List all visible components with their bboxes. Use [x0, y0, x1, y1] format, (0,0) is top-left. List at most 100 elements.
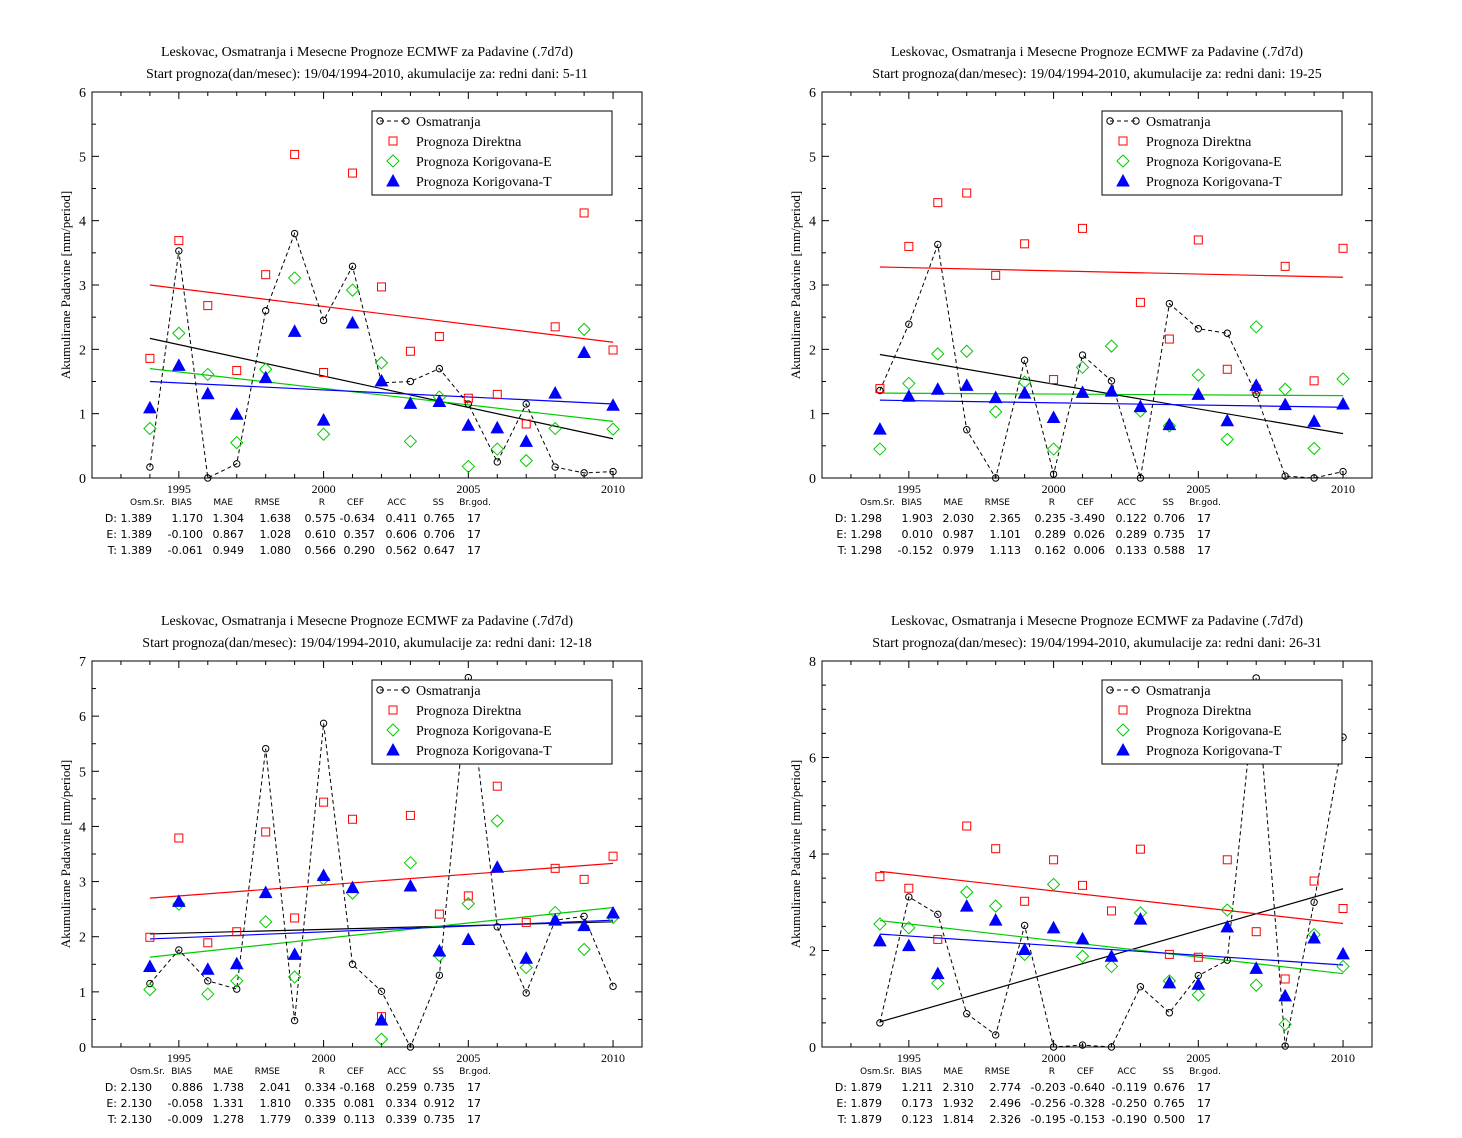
- point-corrE-2007: [1249, 978, 1263, 992]
- chart-title: Leskovac, Osmatranja i Mesecne Prognoze …: [891, 45, 1303, 60]
- stat-value: 1.278: [213, 1113, 245, 1126]
- point-corrT-2001: [1075, 931, 1090, 945]
- point-direct-2000: [319, 367, 329, 377]
- point-obs-1994: [876, 1019, 884, 1027]
- stat-value: 1.810: [260, 1097, 292, 1110]
- stat-value: -0.061: [168, 544, 203, 557]
- point-direct-2010: [1338, 904, 1348, 914]
- stat-value: 2.130: [121, 1113, 153, 1126]
- point-direct-1994: [145, 932, 155, 942]
- legend-marker: [1118, 705, 1128, 715]
- point-corrE-1998: [988, 405, 1003, 419]
- stat-value: -0.009: [168, 1113, 203, 1126]
- point-corrT-2004: [1162, 975, 1177, 989]
- point-obs-2006: [493, 923, 501, 931]
- point-direct-1996: [933, 934, 943, 944]
- stat-header: MAE: [213, 1067, 233, 1077]
- chart-subtitle: Start prognoza(dan/mesec): 19/04/1994-20…: [872, 67, 1321, 82]
- legend-marker: [1116, 154, 1130, 168]
- point-direct-1999: [290, 149, 300, 159]
- point-corrT-1997: [229, 407, 244, 420]
- point-corrT-1996: [200, 962, 215, 975]
- point-corrT-1999: [1017, 386, 1032, 399]
- point-corrT-1995: [901, 938, 916, 952]
- point-obs-1995: [905, 893, 913, 901]
- point-obs-2008: [551, 463, 559, 471]
- legend-label: Prognoza Korigovana-T: [416, 744, 552, 759]
- point-corrE-2010: [1336, 372, 1350, 386]
- point-corrT-2006: [490, 860, 505, 873]
- stat-value: 1.298: [851, 512, 883, 525]
- stat-value: -0.190: [1112, 1113, 1147, 1126]
- x-tick-label: 1995: [897, 1051, 921, 1065]
- stat-header: Br.god.: [1189, 1067, 1221, 1077]
- point-corrE-1997: [960, 344, 974, 358]
- point-corrT-2009: [1307, 930, 1321, 944]
- chart-title: Leskovac, Osmatranja i Mesecne Prognoze …: [161, 45, 573, 60]
- point-direct-2004: [1164, 949, 1174, 959]
- stat-value: 0.339: [386, 1113, 418, 1126]
- point-obs-2006: [1223, 956, 1231, 964]
- point-corrE-2009: [1307, 441, 1321, 456]
- y-tick-label: 5: [79, 765, 86, 780]
- legend-marker: [1116, 723, 1130, 737]
- point-direct-1995: [174, 236, 184, 246]
- stat-value: 0.912: [424, 1097, 456, 1110]
- point-direct-2000: [1049, 375, 1059, 385]
- point-obs-1994: [876, 386, 884, 395]
- stat-value: 1.170: [172, 512, 204, 525]
- stat-value: 0.735: [1154, 528, 1186, 541]
- legend-label: Osmatranja: [1146, 115, 1211, 130]
- point-corrE-1996: [201, 367, 215, 382]
- stat-value: 1.389: [121, 544, 153, 557]
- legend-marker: [376, 686, 384, 694]
- stat-header: CEF: [1077, 1067, 1094, 1077]
- point-corrT-2004: [432, 944, 447, 957]
- stat-value: -0.250: [1112, 1097, 1147, 1110]
- point-direct-1997: [962, 821, 972, 831]
- point-corrT-2005: [461, 932, 476, 945]
- point-direct-1996: [933, 198, 943, 208]
- chart-subtitle: Start prognoza(dan/mesec): 19/04/1994-20…: [142, 636, 591, 651]
- point-obs-1998: [261, 307, 270, 315]
- point-corrE-2007: [519, 960, 533, 975]
- point-direct-2009: [1309, 376, 1319, 386]
- point-direct-2009: [1309, 876, 1319, 886]
- point-corrE-2001: [1075, 360, 1090, 375]
- point-corrT-2008: [1278, 397, 1293, 411]
- y-tick-label: 2: [79, 931, 86, 946]
- stat-value: 0.706: [1154, 512, 1186, 525]
- trend-line-corrE: [879, 919, 1344, 975]
- point-corrT-1998: [258, 885, 273, 899]
- point-obs-1996: [934, 240, 942, 249]
- stat-header: Br.god.: [459, 498, 491, 508]
- point-corrT-2004: [1162, 417, 1177, 431]
- stat-value: 1.298: [851, 528, 883, 541]
- legend-label: Osmatranja: [416, 684, 481, 699]
- point-obs-2007: [522, 989, 530, 997]
- point-corrE-2005: [1191, 368, 1206, 382]
- x-tick-label: 2005: [456, 482, 480, 496]
- stat-value: 0.562: [386, 544, 418, 557]
- point-direct-2001: [348, 814, 358, 824]
- point-corrE-2007: [1249, 320, 1263, 334]
- point-direct-2008: [1280, 974, 1290, 984]
- stat-value: 0.588: [1154, 544, 1186, 557]
- point-corrT-2008: [1278, 988, 1293, 1002]
- y-tick-label: 2: [79, 343, 86, 358]
- point-direct-2003: [405, 346, 415, 356]
- stat-value: 0.162: [1035, 544, 1067, 557]
- point-direct-1996: [203, 301, 213, 311]
- stat-value: 0.886: [172, 1081, 204, 1094]
- y-tick-label: 4: [809, 848, 816, 863]
- stat-value: 1.814: [943, 1113, 975, 1126]
- point-obs-2000: [1049, 470, 1058, 478]
- point-corrT-2000: [316, 868, 331, 882]
- chart-subtitle: Start prognoza(dan/mesec): 19/04/1994-20…: [872, 636, 1321, 651]
- chart-title: Leskovac, Osmatranja i Mesecne Prognoze …: [891, 614, 1303, 629]
- stat-value: 1.879: [851, 1113, 883, 1126]
- point-corrT-2008: [548, 913, 563, 926]
- stat-row-label: D:: [105, 1081, 117, 1094]
- legend-marker: [1106, 686, 1114, 694]
